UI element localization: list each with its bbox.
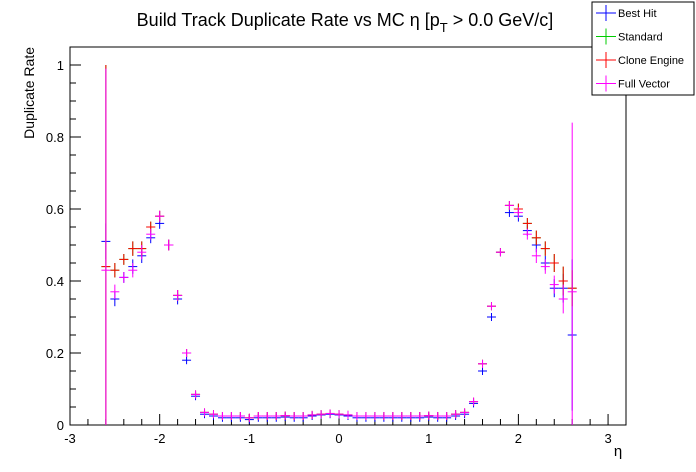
y-tick-label: 0.4 (46, 274, 64, 289)
x-tick-label: -3 (64, 431, 76, 446)
legend-label: Best Hit (618, 8, 657, 20)
x-tick-labels: -3 -2 -1 0 1 2 3 (64, 431, 611, 446)
legend-box (591, 1, 695, 96)
plot-frame-rect (69, 46, 627, 426)
x-tick-label: 0 (335, 431, 342, 446)
legend-label: Full Vector (618, 79, 670, 91)
x-tick-label: 1 (425, 431, 432, 446)
y-tick-label: 0 (57, 418, 64, 433)
series-layer (101, 65, 577, 425)
legend-entries: Best Hit Standard Clone Engine Full Vector (596, 5, 684, 92)
chart-title: Build Track Duplicate Rate vs MC η [pT >… (137, 10, 554, 35)
x-tick-label: -1 (244, 431, 256, 446)
legend-entry: Full Vector (596, 75, 670, 92)
legend: Best Hit Standard Clone Engine Full Vector (591, 1, 695, 96)
legend-entry: Standard (596, 28, 663, 45)
plot-frame (69, 46, 627, 426)
y-tick-label: 0.6 (46, 202, 64, 217)
x-tick-label: 2 (515, 431, 522, 446)
legend-entry: Best Hit (596, 5, 657, 21)
y-tick-label: 0.8 (46, 130, 64, 145)
x-tick-label: -2 (154, 431, 166, 446)
x-axis-label: η (614, 443, 622, 460)
y-tick-labels: 0 0.2 0.4 0.6 0.8 1 (46, 58, 64, 433)
axis-ticks (69, 64, 627, 426)
y-axis-label: Duplicate Rate (21, 47, 37, 139)
x-tick-label: 3 (604, 431, 611, 446)
legend-label: Standard (618, 32, 663, 44)
legend-label: Clone Engine (618, 55, 684, 67)
legend-entry: Clone Engine (596, 52, 684, 68)
y-tick-label: 1 (57, 58, 64, 73)
y-tick-label: 0.2 (46, 346, 64, 361)
series-full-vector (101, 68, 577, 425)
